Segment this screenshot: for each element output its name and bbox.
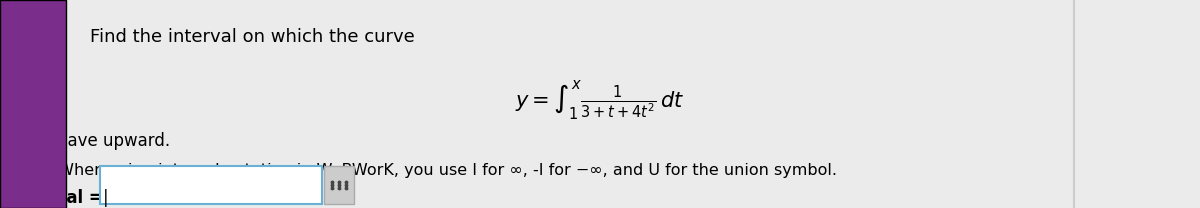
FancyBboxPatch shape: [324, 166, 354, 204]
Text: Find the interval on which the curve: Find the interval on which the curve: [90, 28, 415, 46]
Text: is concave upward.: is concave upward.: [10, 132, 169, 150]
Text: |: |: [103, 189, 109, 207]
Text: When using interval notation in WeBWorK, you use I for ∞, -I for −∞, and U for t: When using interval notation in WeBWorK,…: [53, 163, 836, 178]
Text: Interval =: Interval =: [10, 189, 108, 207]
FancyBboxPatch shape: [100, 166, 322, 204]
FancyBboxPatch shape: [0, 0, 66, 208]
Text: Note:: Note:: [10, 163, 59, 178]
Text: $y = \int_{1}^{x} \frac{1}{3 + t + 4t^2}\, dt$: $y = \int_{1}^{x} \frac{1}{3 + t + 4t^2}…: [515, 78, 685, 122]
